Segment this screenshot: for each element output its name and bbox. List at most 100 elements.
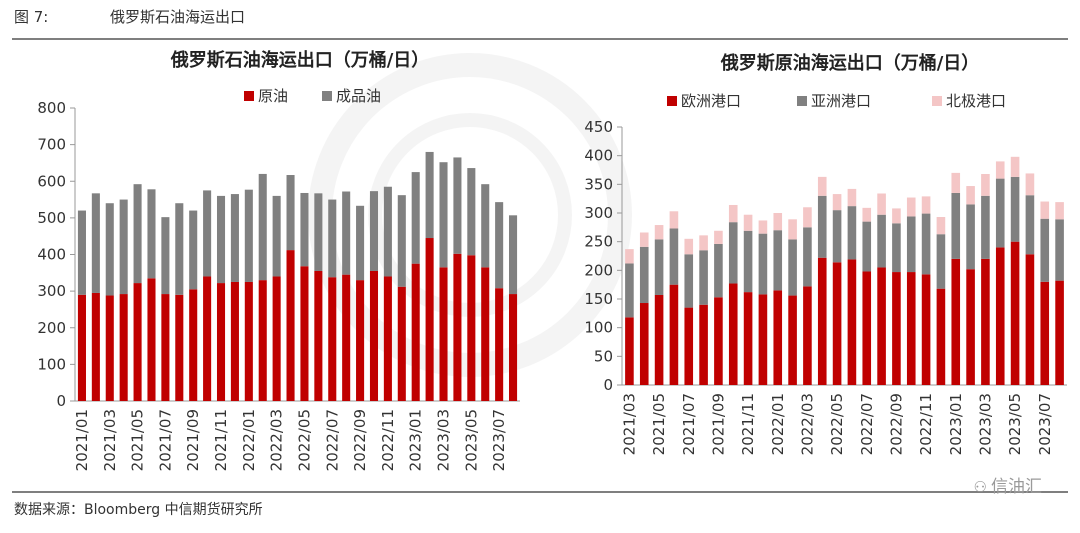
x-tick-label: 2023/03 — [976, 393, 994, 455]
bar-原油-2022/08 — [342, 274, 351, 401]
bar-亚洲港口-2022/02 — [788, 239, 797, 296]
y-tick-label: 500 — [37, 209, 66, 227]
bar-北极港口-2022/08 — [877, 193, 886, 215]
bar-欧洲港口-2021/10 — [728, 283, 738, 385]
bar-原油-2023/01 — [411, 263, 420, 401]
bar-成品油-2022/06 — [314, 193, 323, 271]
y-tick-label: 50 — [594, 347, 613, 365]
bar-欧洲港口-2021/05 — [654, 294, 664, 385]
bar-欧洲港口-2021/08 — [699, 304, 708, 385]
y-tick-label: 150 — [584, 290, 613, 308]
bar-欧洲港口-2021/03 — [625, 317, 634, 385]
bar-北极港口-2022/01 — [773, 213, 783, 231]
bar-成品油-2022/10 — [369, 191, 379, 271]
bar-原油-2021/12 — [230, 281, 239, 401]
bar-成品油-2021/05 — [133, 184, 142, 284]
bar-原油-2023/02 — [425, 238, 434, 401]
legend-swatch-亚洲港口 — [797, 96, 807, 106]
bar-成品油-2022/11 — [383, 186, 392, 277]
bar-北极港口-2021/12 — [758, 220, 768, 234]
bar-亚洲港口-2021/12 — [758, 233, 768, 295]
bar-成品油-2022/12 — [397, 195, 406, 287]
x-tick-label: 2022/11 — [379, 409, 397, 471]
bar-北极港口-2022/09 — [892, 208, 901, 224]
bar-欧洲港口-2021/04 — [639, 303, 649, 385]
watermark-text: 信油汇 — [991, 477, 1042, 497]
x-tick-label: 2021/09 — [709, 393, 727, 455]
bar-原油-2022/03 — [272, 276, 281, 401]
x-tick-label: 2021/07 — [680, 393, 698, 455]
x-tick-label: 2021/11 — [739, 393, 757, 455]
bar-北极港口-2022/06 — [847, 188, 857, 207]
bar-亚洲港口-2022/08 — [877, 214, 886, 268]
bar-原油-2023/04 — [453, 253, 462, 401]
bar-亚洲港口-2021/03 — [625, 263, 634, 318]
y-tick-label: 250 — [584, 233, 613, 251]
bar-成品油-2021/09 — [189, 210, 198, 290]
bar-北极港口-2022/05 — [832, 194, 842, 211]
bar-欧洲港口-2022/05 — [832, 262, 842, 385]
bar-北极港口-2023/07 — [1040, 201, 1050, 219]
bar-原油-2021/01 — [77, 294, 86, 401]
bar-欧洲港口-2023/02 — [966, 269, 975, 385]
bar-北极港口-2022/10 — [906, 197, 916, 217]
bar-欧洲港口-2023/07 — [1040, 281, 1050, 385]
bar-欧洲港口-2023/06 — [1025, 254, 1035, 385]
bar-原油-2021/03 — [105, 295, 114, 401]
bar-成品油-2023/02 — [425, 151, 434, 239]
bar-亚洲港口-2021/06 — [669, 228, 679, 285]
legend-swatch-欧洲港口 — [667, 96, 677, 106]
bar-欧洲港口-2021/06 — [669, 284, 679, 385]
bar-成品油-2022/01 — [244, 189, 253, 282]
x-tick-label: 2023/05 — [462, 409, 480, 471]
bar-亚洲港口-2022/12 — [936, 234, 946, 289]
x-tick-label: 2021/05 — [129, 409, 147, 471]
bar-成品油-2023/05 — [467, 168, 476, 256]
bar-原油-2022/09 — [356, 280, 365, 401]
bar-原油-2022/04 — [286, 250, 295, 401]
y-tick-label: 800 — [37, 99, 66, 117]
bar-原油-2021/05 — [133, 283, 142, 401]
bar-亚洲港口-2021/07 — [684, 254, 694, 308]
x-tick-label: 2022/03 — [268, 409, 286, 471]
top-divider — [12, 38, 1068, 40]
bar-北极港口-2022/02 — [788, 219, 797, 240]
x-tick-label: 2022/03 — [798, 393, 816, 455]
bar-北极港口-2021/06 — [669, 211, 679, 229]
bar-原油-2023/06 — [481, 267, 490, 401]
legend-label-原油: 原油 — [258, 87, 288, 105]
bar-成品油-2023/08 — [509, 215, 518, 295]
bar-成品油-2022/05 — [300, 192, 309, 267]
bar-成品油-2022/08 — [342, 191, 351, 275]
legend-swatch-原油 — [244, 91, 254, 101]
bar-原油-2022/10 — [369, 270, 379, 401]
bar-北极港口-2023/05 — [1010, 156, 1020, 177]
y-tick-label: 400 — [584, 147, 613, 165]
bar-原油-2023/07 — [495, 288, 504, 401]
x-tick-label: 2021/03 — [620, 393, 638, 455]
y-tick-label: 350 — [584, 175, 613, 193]
bar-欧洲港口-2023/04 — [995, 247, 1005, 385]
chart-total-exports: 俄罗斯石油海运出口（万桶/日） 原油 成品油 0 100 200 300 400 500 600 7… — [37, 49, 520, 471]
bar-北极港口-2021/11 — [743, 214, 753, 231]
bar-欧洲港口-2022/06 — [847, 259, 857, 385]
x-tick-label: 2023/07 — [1036, 393, 1054, 455]
x-tick-label: 2022/07 — [323, 409, 341, 471]
bar-成品油-2021/02 — [91, 193, 100, 293]
bar-成品油-2023/04 — [453, 157, 462, 254]
x-tick-label: 2022/09 — [887, 393, 905, 455]
bar-亚洲港口-2021/09 — [714, 243, 723, 298]
bar-成品油-2021/06 — [147, 189, 156, 279]
bar-原油-2021/02 — [91, 292, 100, 401]
bar-原油-2022/07 — [328, 277, 337, 401]
bar-欧洲港口-2023/05 — [1010, 241, 1020, 385]
bar-原油-2022/06 — [314, 270, 323, 401]
x-tick-label: 2022/01 — [240, 409, 258, 471]
bar-亚洲港口-2021/08 — [699, 250, 708, 305]
bar-北极港口-2023/06 — [1025, 173, 1035, 196]
bar-原油-2022/12 — [397, 286, 406, 401]
bar-北极港口-2022/11 — [921, 196, 931, 214]
x-tick-label: 2021/11 — [212, 409, 230, 471]
bar-北极港口-2022/07 — [862, 207, 872, 222]
bar-亚洲港口-2022/10 — [906, 216, 916, 273]
